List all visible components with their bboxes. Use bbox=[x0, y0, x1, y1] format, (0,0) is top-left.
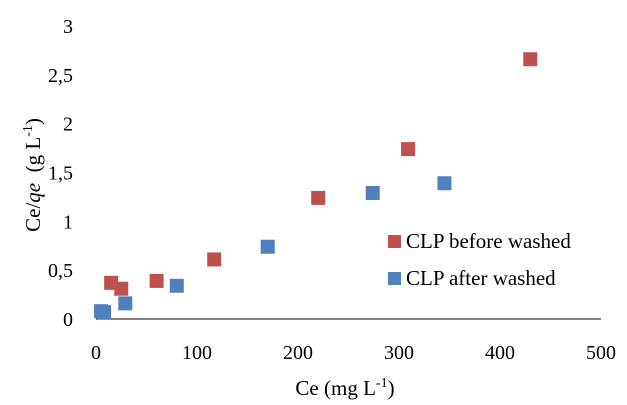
legend-label-after-washed: CLP after washed bbox=[406, 266, 556, 290]
data-markers bbox=[94, 52, 538, 320]
x-tick-label: 0 bbox=[91, 342, 101, 364]
y-tick-label: 0,5 bbox=[48, 260, 73, 282]
x-tick-label: 400 bbox=[485, 342, 515, 364]
x-tick-label: 500 bbox=[586, 342, 616, 364]
y-tick-label: 3 bbox=[63, 16, 73, 38]
legend-item-after-washed: CLP after washed bbox=[388, 266, 556, 290]
y-tick-label: 2,5 bbox=[48, 65, 73, 87]
x-tick-label: 200 bbox=[283, 342, 313, 364]
marker-after-washed bbox=[118, 296, 133, 311]
y-tick-label: 0 bbox=[63, 309, 73, 331]
marker-after-washed bbox=[437, 176, 452, 191]
marker-after-washed bbox=[169, 278, 184, 293]
legend-item-before-washed: CLP before washed bbox=[388, 229, 571, 253]
x-tick-labels: 0 100 200 300 400 500 bbox=[91, 342, 616, 364]
legend-swatch-before-washed bbox=[388, 235, 401, 248]
marker-before-washed bbox=[207, 252, 222, 267]
legend-label-before-washed: CLP before washed bbox=[406, 229, 571, 253]
marker-after-washed bbox=[365, 186, 380, 201]
x-tick-label: 100 bbox=[182, 342, 212, 364]
marker-before-washed bbox=[523, 52, 538, 67]
legend: CLP before washed CLP after washed bbox=[388, 229, 571, 290]
y-tick-label: 1 bbox=[63, 211, 73, 233]
x-axis-title: Ce (mg L-1) bbox=[295, 376, 394, 400]
y-axis-title: Ce/qe (g L-1) bbox=[21, 118, 45, 232]
marker-before-washed bbox=[311, 190, 326, 205]
marker-before-washed bbox=[149, 273, 164, 288]
y-tick-labels: 0 0,5 1 1,5 2 2,5 3 bbox=[48, 16, 73, 331]
marker-before-washed bbox=[114, 281, 129, 296]
y-tick-label: 1,5 bbox=[48, 163, 73, 185]
x-tick-label: 300 bbox=[384, 342, 414, 364]
marker-after-washed bbox=[97, 305, 112, 320]
marker-before-washed bbox=[401, 142, 416, 157]
marker-after-washed bbox=[260, 239, 275, 254]
y-tick-label: 2 bbox=[63, 114, 73, 136]
legend-swatch-after-washed bbox=[388, 272, 401, 285]
